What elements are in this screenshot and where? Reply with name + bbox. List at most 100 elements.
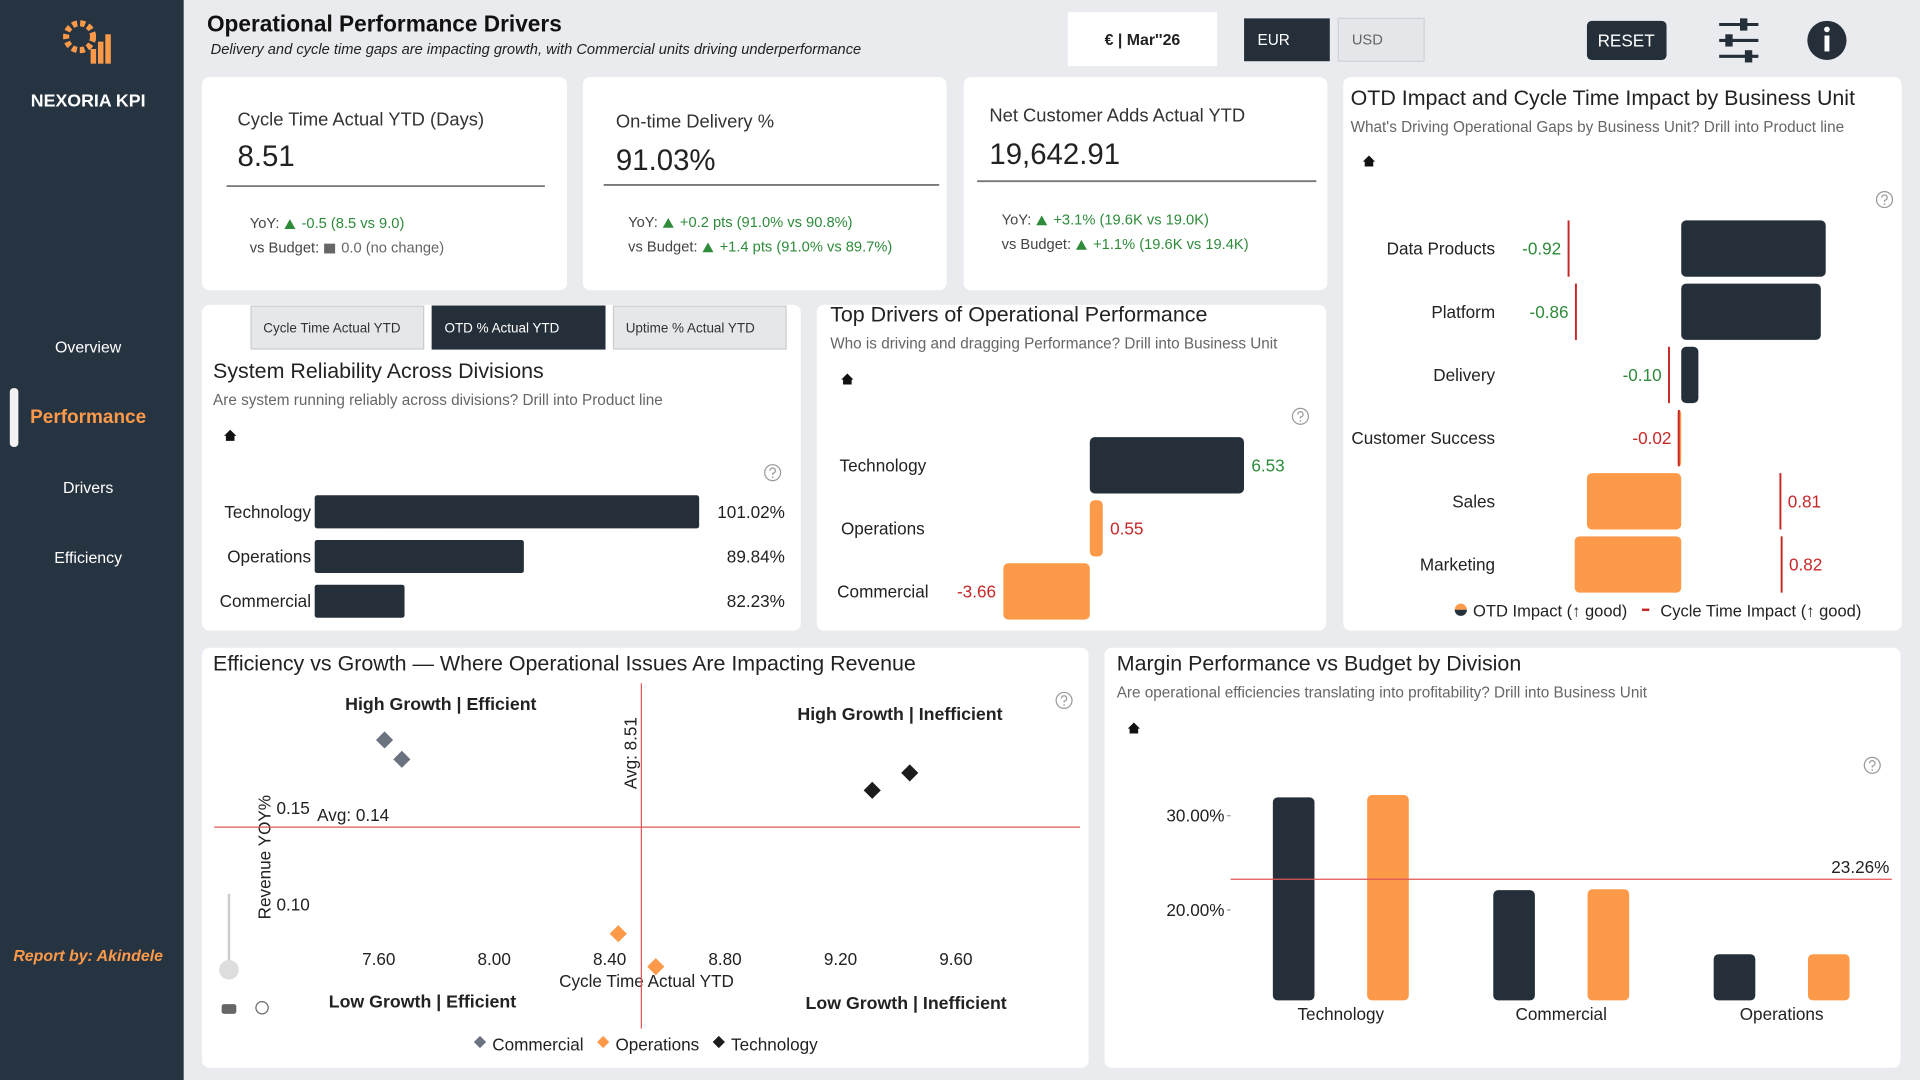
bar xyxy=(1003,563,1090,620)
trend-flat-icon xyxy=(324,243,336,254)
legend-swatch xyxy=(1454,609,1467,616)
home-icon[interactable] xyxy=(1127,722,1140,734)
bar xyxy=(1681,220,1826,277)
chart-title: System Reliability Across Divisions xyxy=(213,359,544,383)
x-tick-label: 8.40 xyxy=(593,949,626,969)
chart-subtitle: Who is driving and dragging Performance?… xyxy=(830,336,1278,353)
home-icon[interactable] xyxy=(1362,155,1376,167)
reset-label[interactable]: RESET xyxy=(1598,30,1656,50)
panel xyxy=(816,304,1327,631)
category-label: Customer Success xyxy=(1351,428,1495,448)
tab-label[interactable]: OTD % Actual YTD xyxy=(444,321,559,336)
home-icon[interactable] xyxy=(841,373,854,385)
bar xyxy=(1272,797,1315,1001)
y-tick-label: 0.10 xyxy=(276,895,309,915)
help-icon[interactable] xyxy=(1863,756,1881,774)
bar xyxy=(1681,346,1699,404)
tab-button[interactable] xyxy=(431,305,606,350)
legend-swatch xyxy=(712,1035,725,1049)
help-icon[interactable] xyxy=(1875,191,1894,209)
category-label: Delivery xyxy=(1433,365,1495,385)
nav-item[interactable]: Overview xyxy=(55,339,122,356)
kpi-delta-label: vs Budget: xyxy=(628,239,697,255)
x-tick-label: 9.60 xyxy=(939,949,972,969)
slider-handle[interactable] xyxy=(219,960,239,980)
logo-bar xyxy=(90,48,97,64)
currency-label[interactable]: USD xyxy=(1352,32,1383,48)
panel xyxy=(963,77,1328,291)
tab-button[interactable] xyxy=(612,305,787,350)
value-label: -0.02 xyxy=(1632,428,1671,448)
currency-button[interactable] xyxy=(1337,17,1425,62)
currency-label[interactable]: EUR xyxy=(1258,32,1290,49)
bar xyxy=(314,584,405,618)
scatter-point xyxy=(647,958,665,976)
lasso-icon[interactable] xyxy=(255,1001,269,1015)
category-label: Commercial xyxy=(837,581,928,601)
currency-button[interactable] xyxy=(1244,18,1330,62)
kpi-delta: +1.4 pts (91.0% vs 89.7%) xyxy=(720,239,893,255)
value-label: 0.81 xyxy=(1788,491,1821,511)
bar xyxy=(1089,500,1103,557)
bar xyxy=(1681,283,1821,340)
tab-label[interactable]: Uptime % Actual YTD xyxy=(626,321,755,336)
kpi-delta: +3.1% (19.6K vs 19.0K) xyxy=(1053,212,1209,228)
nav-item[interactable]: Efficiency xyxy=(54,550,122,567)
reset-button[interactable] xyxy=(1586,20,1667,60)
kpi-delta-label: YoY: xyxy=(250,216,280,232)
quadrant-label: High Growth | Inefficient xyxy=(797,704,1002,724)
panel xyxy=(202,647,1089,1068)
quadrant-label: Low Growth | Inefficient xyxy=(806,993,1007,1013)
kpi-delta-label: vs Budget: xyxy=(250,241,319,257)
chart-title: Top Drivers of Operational Performance xyxy=(830,303,1207,327)
tab-label[interactable]: Cycle Time Actual YTD xyxy=(263,321,401,336)
value-label: 101.02% xyxy=(717,502,785,522)
help-icon-dot xyxy=(1883,203,1886,206)
home-icon[interactable] xyxy=(224,429,237,441)
quadrant-label: Low Growth | Efficient xyxy=(329,992,516,1012)
help-icon-mark xyxy=(1297,411,1304,419)
page-subtitle: Delivery and cycle time gaps are impacti… xyxy=(211,42,862,58)
kpi-value: 91.03% xyxy=(616,144,716,177)
bar xyxy=(1587,889,1630,1001)
help-icon-mark xyxy=(1060,695,1068,703)
period-box xyxy=(1067,12,1218,67)
nav-item[interactable]: Drivers xyxy=(63,480,113,497)
nav-item[interactable]: Performance xyxy=(30,407,146,428)
category-label: Operations xyxy=(227,547,311,567)
filter-icon-knob xyxy=(1725,34,1733,47)
trend-up-icon xyxy=(662,217,674,228)
kpi-label: Cycle Time Actual YTD (Days) xyxy=(238,108,485,129)
value-label: -0.86 xyxy=(1530,302,1569,322)
panel xyxy=(1343,77,1902,631)
bar xyxy=(1574,536,1682,593)
value-label: 82.23% xyxy=(727,591,785,611)
help-icon-dot xyxy=(771,476,774,479)
legend-swatch xyxy=(473,1035,487,1049)
x-tick-label: 8.80 xyxy=(708,949,741,969)
chart-subtitle: What's Driving Operational Gaps by Busin… xyxy=(1351,119,1844,136)
legend-swatch xyxy=(1454,603,1467,610)
x-tick-label: 9.20 xyxy=(824,949,857,969)
tab-button[interactable] xyxy=(250,305,425,350)
legend-label: OTD Impact (↑ good) xyxy=(1473,602,1627,621)
y-axis-label: Revenue YOY% xyxy=(254,795,274,919)
value-label: -3.66 xyxy=(957,581,996,601)
category-label: Operations xyxy=(841,518,925,538)
help-icon[interactable] xyxy=(764,464,782,482)
reference-label: 23.26% xyxy=(1831,857,1889,877)
help-icon[interactable] xyxy=(1291,407,1309,425)
x-tick-label: 8.00 xyxy=(478,949,511,969)
help-icon[interactable] xyxy=(1055,691,1073,709)
legend-label: Operations xyxy=(615,1034,699,1054)
bar xyxy=(1713,954,1756,1001)
help-icon-mark xyxy=(769,467,776,475)
chart-title: Margin Performance vs Budget by Division xyxy=(1117,652,1522,676)
kpi-delta: 0.0 (no change) xyxy=(341,241,444,257)
kpi-value: 8.51 xyxy=(238,140,295,173)
category-label: Marketing xyxy=(1420,554,1495,574)
zoom-icon[interactable] xyxy=(221,1004,237,1014)
brand: NEXORIA KPI xyxy=(31,90,146,110)
scatter-point xyxy=(863,781,881,799)
